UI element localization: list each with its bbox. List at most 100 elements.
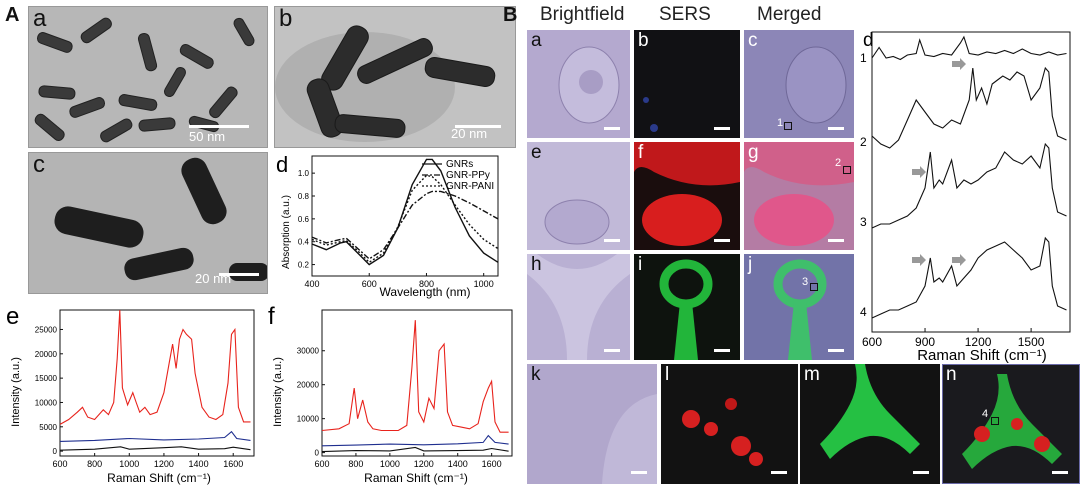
- cell-f-scalebar: [714, 239, 730, 242]
- cell-k-letter: k: [531, 364, 541, 385]
- y-tick-label: 5000: [39, 423, 57, 432]
- cell-m-letter: m: [804, 364, 820, 385]
- cell-j-merged: j 3: [744, 254, 854, 360]
- y-tick-label: 20000: [35, 350, 58, 359]
- spectrum-trace-label: 1: [860, 51, 867, 65]
- spectrum-trace-4: [871, 236, 1067, 319]
- cell-n-merged: n 4: [942, 364, 1080, 484]
- raman-f-ylabel: Intensity (a.u.): [272, 357, 284, 427]
- roi-1-box: [784, 122, 792, 130]
- y-tick-label: 20000: [297, 381, 320, 390]
- cell-n-letter: n: [946, 364, 957, 385]
- absorption-panel-letter: d: [276, 152, 288, 177]
- peak-arrow-icon: [912, 166, 926, 178]
- tem-a-letter: a: [33, 6, 47, 32]
- series-line-2: [311, 190, 499, 260]
- y-tick-label: 10000: [297, 415, 320, 424]
- cell-c-letter: c: [748, 30, 758, 51]
- x-tick-label: 400: [304, 279, 319, 289]
- tem-c-letter: c: [33, 152, 45, 178]
- cell-l-sers: l: [661, 364, 798, 484]
- spectra-x-tick-label: 900: [915, 335, 935, 349]
- x-tick-label: 1400: [448, 459, 468, 469]
- y-tick-label: 0.8: [298, 192, 310, 201]
- series-line-1: [321, 320, 509, 433]
- y-tick-label: 0.2: [298, 261, 310, 270]
- legend-label: GNR-PANI: [446, 181, 494, 192]
- header-sers: SERS: [659, 4, 711, 25]
- plot-frame: [311, 155, 499, 277]
- y-tick-label: 15000: [35, 374, 58, 383]
- cell-k-brightfield: k: [527, 364, 657, 484]
- absorption-ylabel: Absorption (a.u.): [281, 195, 292, 269]
- header-merged: Merged: [757, 4, 822, 25]
- part-b-label: B: [503, 4, 518, 26]
- cell-m-scalebar: [913, 471, 929, 474]
- series-line-2: [59, 430, 251, 442]
- spectrum-trace-3: [871, 142, 1067, 229]
- roi-2-box: [843, 166, 851, 174]
- spectrum-trace-label: 2: [860, 135, 867, 149]
- tem-image-c: c 20 nm: [28, 152, 268, 294]
- x-tick-label: 600: [52, 459, 67, 469]
- tem-b-scalebar: [455, 125, 501, 128]
- spectrum-trace-1: [871, 35, 1067, 61]
- tem-c-scalebar: [219, 273, 259, 276]
- spectra-xlabel: Raman Shift (cm⁻¹): [917, 347, 1047, 364]
- cell-n-scalebar: [1052, 471, 1068, 474]
- part-a-label: A: [5, 4, 20, 26]
- spectra-panel-letter: d: [863, 30, 874, 51]
- cell-h-letter: h: [531, 254, 542, 275]
- raman-e-chart: e Intensity (a.u.) Raman Shift (cm⁻¹) 60…: [6, 303, 255, 485]
- x-tick-label: 1000: [474, 279, 494, 289]
- roi-1-label: 1: [777, 117, 784, 129]
- cell-l-letter: l: [665, 364, 670, 385]
- cell-h-scalebar: [604, 349, 620, 352]
- spectrum-trace-2: [871, 66, 1067, 149]
- tem-c-scale-label: 20 nm: [195, 271, 232, 286]
- header-brightfield: Brightfield: [540, 4, 625, 25]
- raman-f-xlabel: Raman Shift (cm⁻¹): [364, 471, 468, 485]
- cell-i-scalebar: [714, 349, 730, 352]
- raman-f-chart: f Intensity (a.u.) Raman Shift (cm⁻¹) 60…: [268, 303, 513, 485]
- cell-k-scalebar: [631, 471, 647, 474]
- cell-j-scalebar: [828, 349, 844, 352]
- series-line-3: [311, 174, 499, 264]
- x-tick-label: 600: [314, 459, 329, 469]
- x-tick-label: 600: [362, 279, 377, 289]
- spectra-frame: [871, 31, 1071, 333]
- raman-e-ylabel: Intensity (a.u.): [10, 357, 22, 427]
- series-line-3: [59, 446, 251, 451]
- cell-g-scalebar: [828, 239, 844, 242]
- y-tick-label: 25000: [35, 325, 58, 334]
- cell-c-scalebar: [828, 127, 844, 130]
- tem-b-letter: b: [279, 6, 293, 32]
- cell-m-sers: m: [800, 364, 940, 484]
- y-tick-label: 10000: [35, 398, 58, 407]
- absorption-xlabel: Wavelength (nm): [380, 285, 471, 299]
- cell-a-letter: a: [531, 30, 542, 51]
- raman-e-panel-letter: e: [6, 303, 19, 330]
- cell-f-letter: f: [638, 142, 644, 163]
- y-tick-label: 30000: [297, 347, 320, 356]
- x-tick-label: 800: [87, 459, 102, 469]
- spectrum-trace-label: 3: [860, 215, 867, 229]
- cell-f-sers: f: [634, 142, 740, 250]
- cell-b-letter: b: [638, 30, 649, 51]
- cell-l-scalebar: [771, 471, 787, 474]
- roi-2-label: 2: [835, 157, 842, 169]
- peak-arrow-icon: [952, 58, 966, 70]
- cell-j-letter: j: [748, 254, 753, 275]
- cell-a-scalebar: [604, 127, 620, 130]
- x-tick-label: 1400: [189, 459, 209, 469]
- peak-arrow-icon: [952, 254, 966, 266]
- x-tick-label: 1200: [154, 459, 174, 469]
- cell-a-brightfield: a: [527, 30, 630, 138]
- roi-4-label: 4: [982, 408, 989, 420]
- cell-spectra-chart: d Raman Shift (cm⁻¹) 600 900 1200 1500 1 2 3 4: [860, 30, 1071, 364]
- tem-a-scale-label: 50 nm: [189, 129, 226, 144]
- tem-a-graphic: [29, 7, 267, 147]
- tem-b-scale-label: 20 nm: [451, 126, 488, 141]
- raman-f-panel-letter: f: [268, 303, 275, 330]
- spectra-x-tick-label: 1200: [965, 335, 992, 349]
